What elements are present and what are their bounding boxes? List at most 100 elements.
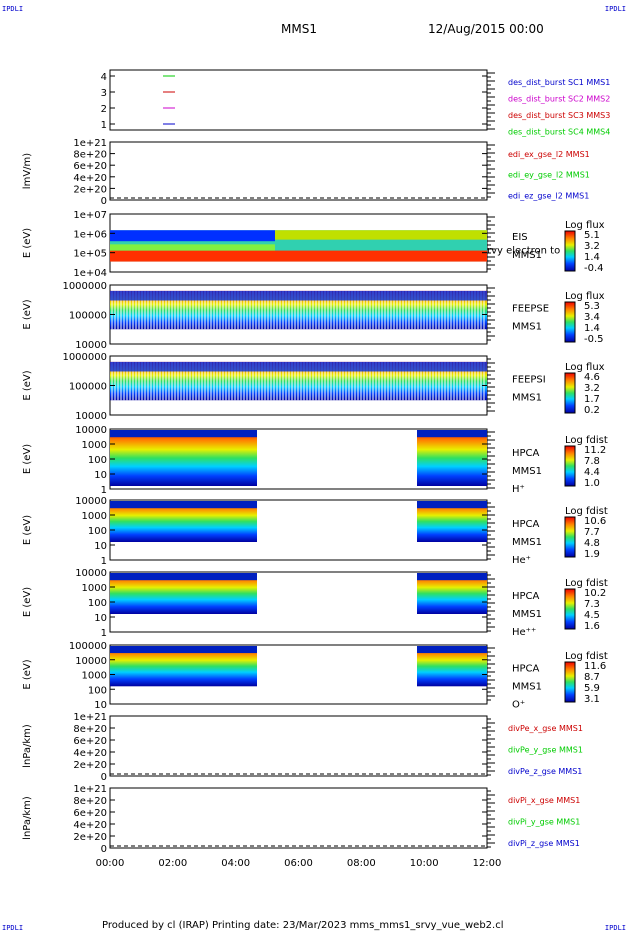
hpca-top (417, 430, 487, 438)
y-tick-label: 10000 (75, 496, 107, 507)
x-tick-label: 04:00 (221, 858, 250, 869)
corner-label-bottom-right: IPDLI (604, 924, 626, 932)
y-tick-label: 0 (101, 844, 107, 855)
legend-entry: divPe_y_gse MMS1 (508, 746, 583, 755)
y-tick-label: 1e+04 (73, 268, 107, 279)
legend-entry: divPi_x_gse MMS1 (508, 796, 580, 805)
y-tick-label: 0 (101, 772, 107, 783)
legend-entry: edi_ez_gse_l2 MMS1 (508, 191, 589, 200)
x-tick-label: 08:00 (347, 858, 376, 869)
legend-entry: des_dist_burst SC1 MMS1 (508, 78, 610, 87)
y-tick-label: 4 (101, 72, 107, 83)
scale-value: 3.2 (584, 383, 600, 394)
scale-value: 1.9 (584, 549, 600, 560)
y-axis-label: lnPa/km) (22, 796, 33, 840)
x-tick-label: 02:00 (158, 858, 187, 869)
legend-entry: des_dist_burst SC3 MMS3 (508, 111, 610, 120)
scale-value: 4.5 (584, 610, 600, 621)
legend-entry: divPi_z_gse MMS1 (508, 839, 580, 848)
scale-value: 4.4 (584, 467, 600, 478)
instrument-label: EIS (512, 232, 528, 243)
scale-title: Log flux (565, 291, 605, 302)
scale-title: Log flux (565, 220, 605, 231)
y-tick-label: 1000 (82, 671, 107, 682)
instrument-label: HPCA (512, 591, 540, 602)
y-tick-label: 2e+20 (73, 832, 107, 843)
scale-value: 7.3 (584, 599, 600, 610)
instrument-label: HPCA (512, 664, 540, 675)
scale-value: 5.1 (584, 230, 600, 241)
instrument-label: He⁺⁺ (512, 627, 536, 638)
y-tick-label: 0 (101, 196, 107, 207)
color-scale-bar (564, 516, 576, 558)
instrument-label: He⁺ (512, 555, 531, 566)
hpca-top (110, 430, 257, 438)
y-tick-label: 4e+20 (73, 820, 107, 831)
y-tick-label: 6e+20 (73, 161, 107, 172)
panel-frame (109, 69, 488, 131)
y-tick-label: 1e+21 (73, 712, 107, 723)
instrument-label: MMS1 (512, 609, 542, 620)
instrument-label: HPCA (512, 448, 540, 459)
scale-title: Log fdist (565, 506, 608, 517)
instrument-label: MMS1 (512, 322, 542, 333)
y-tick-label: 10000 (75, 425, 107, 436)
y-tick-label: 1000000 (62, 281, 107, 292)
eis-band-low (110, 230, 275, 242)
scale-title: Log fdist (565, 435, 608, 446)
color-scale-bar (564, 301, 576, 343)
y-tick-label: 1000 (82, 511, 107, 522)
scale-value: 3.4 (584, 312, 600, 323)
scale-value: 11.6 (584, 661, 606, 672)
hpca-band (417, 430, 487, 486)
scale-title: Log flux (565, 362, 605, 373)
color-scale-bar (564, 588, 576, 630)
scale-value: -0.4 (584, 263, 604, 274)
scale-value: 8.7 (584, 672, 600, 683)
y-tick-label: 10 (94, 470, 107, 481)
y-tick-label: 10000 (75, 568, 107, 579)
hpca-top (417, 573, 487, 581)
y-tick-label: 6e+20 (73, 808, 107, 819)
y-tick-label: 10000 (75, 656, 107, 667)
scale-value: 5.9 (584, 683, 600, 694)
legend-entry: divPe_x_gse MMS1 (508, 724, 583, 733)
panel-hpca-o: 100000 10000 1000 100 10 E (eV) HPCA MMS1 O⁺ Log … (22, 641, 608, 711)
scale-value: -0.5 (584, 334, 604, 345)
scale-value: 3.1 (584, 694, 600, 705)
y-tick-label: 3 (101, 88, 107, 99)
scale-value: 1.7 (584, 394, 600, 405)
instrument-label: MMS1 (512, 537, 542, 548)
legend-entry: edi_ex_gse_l2 MMS1 (508, 150, 590, 159)
y-tick-label: 1e+21 (73, 784, 107, 795)
y-axis-label: E (eV) (22, 659, 33, 689)
y-tick-label: 2e+20 (73, 760, 107, 771)
y-tick-label: 8e+20 (73, 150, 107, 161)
eis-band-mid (275, 230, 487, 240)
y-tick-label: 1000000 (62, 352, 107, 363)
scale-value: 1.4 (584, 323, 600, 334)
color-scale-bar (564, 230, 576, 272)
y-tick-label: 1e+21 (73, 138, 107, 149)
date-title: 12/Aug/2015 00:00 (428, 22, 544, 36)
y-tick-label: 1000 (82, 583, 107, 594)
x-tick-label: 12:00 (473, 858, 502, 869)
scale-value: 7.8 (584, 456, 600, 467)
y-tick-label: 100000 (69, 382, 107, 393)
y-tick-label: 100 (88, 598, 107, 609)
y-tick-label: 100000 (69, 311, 107, 322)
scale-value: 4.6 (584, 372, 600, 383)
scale-value: 3.2 (584, 241, 600, 252)
y-tick-label: 1e+06 (73, 229, 107, 240)
y-axis-label: E (eV) (22, 444, 33, 474)
y-tick-label: 1 (101, 120, 107, 131)
y-tick-label: 6e+20 (73, 736, 107, 747)
y-tick-label: 8e+20 (73, 724, 107, 735)
y-tick-label: 1e+07 (73, 210, 107, 221)
overlay-label: rvy electron to (487, 245, 560, 256)
scale-value: 10.6 (584, 516, 606, 527)
hpca-top (110, 501, 257, 509)
panel-frame (109, 141, 488, 201)
